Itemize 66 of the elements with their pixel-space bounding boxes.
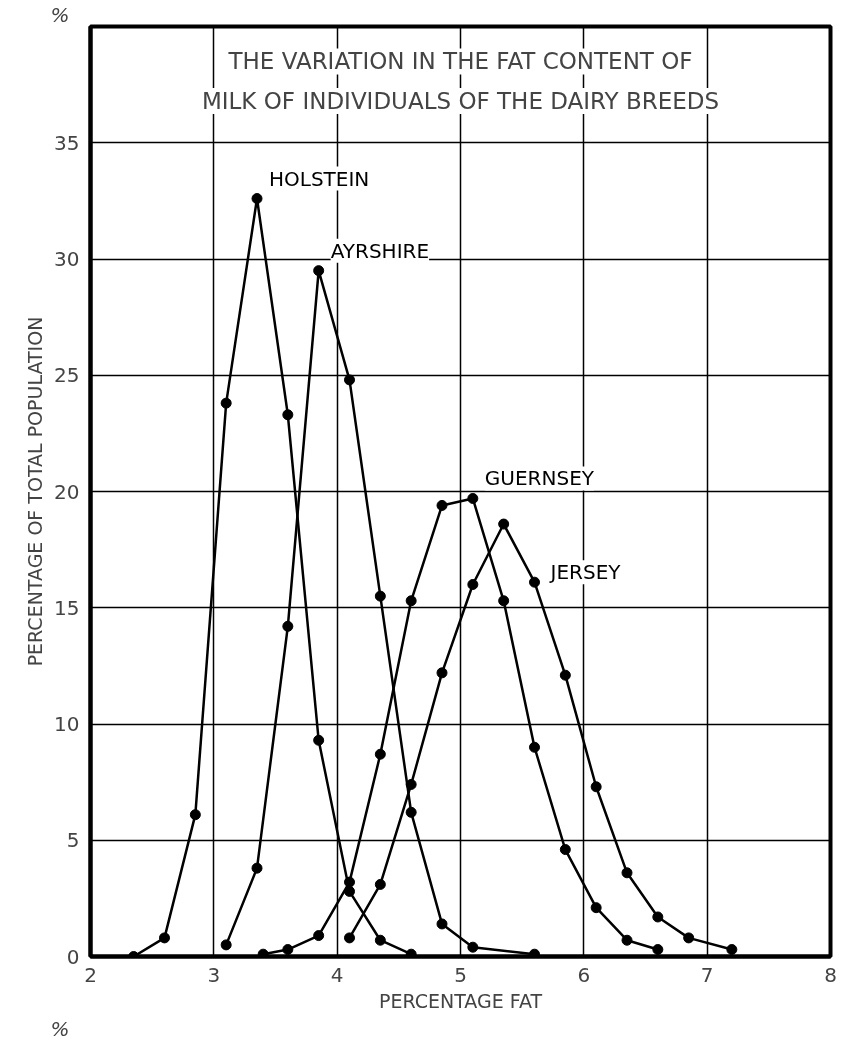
point <box>559 669 571 681</box>
series-label: AYRSHIRE <box>330 238 430 263</box>
x-tick-label: 6 <box>577 962 591 987</box>
point <box>313 930 325 942</box>
point <box>683 932 695 944</box>
text: THE VARIATION IN THE FAT CONTENT OF MILK OF INDIVIDUALS OF THE DAIRY BREEDS <box>201 48 720 114</box>
point <box>559 844 571 856</box>
point <box>467 492 479 504</box>
point <box>436 667 448 679</box>
y-tick-label: 20 <box>54 479 80 504</box>
x-tick-label: 4 <box>330 962 344 987</box>
point <box>374 748 386 760</box>
y-tick-label: 5 <box>66 828 80 853</box>
point <box>529 576 540 588</box>
point <box>621 934 633 946</box>
point <box>405 595 417 607</box>
point <box>436 499 448 511</box>
point <box>652 944 664 956</box>
point <box>282 620 294 632</box>
point <box>374 590 386 602</box>
point <box>498 595 510 607</box>
point <box>313 265 325 277</box>
point <box>621 867 633 879</box>
point <box>251 193 263 205</box>
x-tick-label: 8 <box>824 962 837 987</box>
x-axis-title: PERCENTAGE FAT <box>378 989 543 1012</box>
point <box>405 778 417 790</box>
y-tick-label: 30 <box>54 247 80 271</box>
series-label: HOLSTEIN <box>269 166 370 191</box>
point <box>282 409 294 421</box>
point <box>652 911 664 923</box>
point <box>374 934 386 946</box>
y-tick-label: 35 <box>54 130 80 155</box>
point <box>344 374 355 386</box>
y-tick-label: 10 <box>54 712 80 736</box>
series-label: GUERNSEY <box>484 466 595 491</box>
point <box>467 941 479 953</box>
point <box>467 579 479 590</box>
point <box>251 862 263 874</box>
x-tick-label: 5 <box>454 962 467 987</box>
point <box>189 809 201 821</box>
y-tick-label: 0 <box>66 944 80 969</box>
point <box>220 939 232 951</box>
point <box>529 741 540 753</box>
point <box>344 876 355 888</box>
point <box>313 734 325 746</box>
point <box>436 918 448 930</box>
point <box>498 518 510 530</box>
y-tick-label: 15 <box>54 595 80 620</box>
point <box>159 932 170 944</box>
point <box>344 932 355 944</box>
x-tick-label: 2 <box>84 962 97 987</box>
point <box>220 397 232 409</box>
point <box>590 781 602 793</box>
point <box>590 902 602 914</box>
x-tick-label: 3 <box>207 962 221 987</box>
y-tick-label: 25 <box>54 363 80 388</box>
text: % <box>50 2 70 27</box>
point <box>282 944 294 956</box>
y-axis-title: PERCENTAGE OF TOTAL POPULATION <box>24 316 47 667</box>
point <box>726 944 738 956</box>
point <box>374 878 386 890</box>
point <box>405 806 417 818</box>
text: % <box>50 1016 70 1041</box>
series-label: JERSEY <box>548 560 622 585</box>
x-tick-label: 7 <box>700 962 714 987</box>
